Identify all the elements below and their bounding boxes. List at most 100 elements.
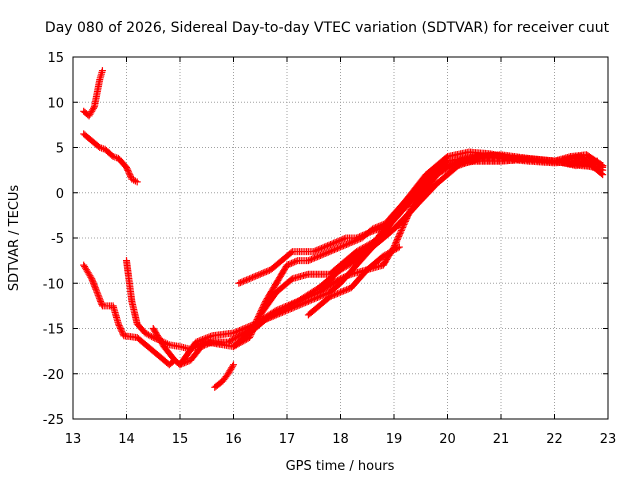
data-point: [227, 373, 229, 375]
data-point: [179, 364, 181, 366]
data-point: [602, 166, 604, 169]
x-tick-label: 21: [493, 432, 510, 447]
data-point: [275, 282, 277, 284]
data-point: [350, 287, 352, 289]
data-point: [446, 165, 449, 167]
x-tick-label: 16: [225, 432, 242, 447]
data-point: [596, 160, 598, 162]
data-point: [232, 332, 235, 334]
data-point: [227, 341, 229, 343]
data-point: [101, 305, 104, 307]
data-point: [117, 157, 120, 159]
data-point: [243, 332, 245, 334]
y-tick-label: -25: [43, 413, 64, 428]
data-point: [168, 364, 170, 366]
data-point: [152, 336, 154, 339]
data-point: [414, 205, 416, 207]
data-point: [275, 291, 277, 293]
data-point: [425, 183, 427, 185]
data-point: [125, 260, 128, 262]
data-point: [275, 309, 277, 311]
data-point: [329, 273, 331, 275]
data-point: [350, 241, 352, 244]
series-track-8: [211, 361, 237, 391]
data-point: [265, 300, 267, 302]
x-axis-label: GPS time / hours: [286, 459, 395, 474]
data-point: [446, 160, 449, 162]
data-point: [398, 246, 400, 248]
data-point: [382, 232, 384, 235]
data-point: [198, 344, 200, 346]
x-tick-label: 22: [546, 432, 563, 447]
data-point: [222, 380, 224, 382]
data-point: [446, 155, 449, 158]
data-point: [112, 155, 114, 158]
y-tick-label: -15: [43, 323, 64, 338]
y-tick-label: -10: [43, 277, 64, 292]
data-point: [99, 79, 101, 81]
data-point: [382, 255, 384, 257]
data-point: [580, 165, 582, 167]
series-track-11: [304, 243, 403, 319]
data-point: [479, 157, 481, 159]
data-point: [313, 250, 315, 253]
data-point: [179, 346, 181, 348]
data-point: [382, 223, 384, 226]
series-markers: [211, 361, 237, 391]
data-point: [254, 323, 256, 325]
data-point: [329, 291, 331, 293]
x-tick-label: 18: [332, 432, 349, 447]
data-point: [136, 336, 138, 339]
series-track-2: [80, 130, 141, 186]
series-track-1: [80, 67, 106, 120]
data-point: [117, 323, 120, 325]
data-point: [388, 232, 390, 235]
data-point: [323, 246, 326, 248]
data-point: [527, 157, 529, 159]
data-point: [425, 174, 427, 176]
data-point: [553, 160, 556, 162]
data-point: [136, 181, 138, 183]
data-point: [500, 155, 502, 158]
data-point: [318, 287, 320, 289]
data-point: [355, 255, 358, 257]
data-point: [88, 115, 90, 117]
data-point: [393, 219, 395, 221]
data-point: [232, 346, 235, 348]
data-point: [377, 241, 379, 244]
data-point: [286, 264, 288, 266]
data-point: [270, 269, 272, 271]
data-point: [291, 278, 293, 280]
data-point: [569, 155, 572, 158]
data-point: [318, 305, 320, 307]
y-tick-label: -5: [51, 232, 64, 247]
data-point: [345, 237, 347, 239]
data-point: [307, 314, 309, 316]
data-point: [144, 332, 146, 334]
data-point: [586, 154, 588, 156]
data-point: [436, 183, 438, 185]
x-tick-label: 20: [439, 432, 456, 447]
data-point: [238, 282, 240, 284]
data-point: [131, 178, 133, 180]
data-point: [382, 264, 384, 266]
data-point: [345, 264, 347, 266]
data-point: [232, 364, 235, 366]
y-tick-label: 15: [47, 51, 64, 66]
data-series: [80, 67, 607, 391]
series-markers: [251, 153, 607, 328]
data-point: [190, 359, 192, 361]
data-point: [307, 300, 309, 302]
data-point: [112, 305, 114, 307]
data-point: [286, 309, 288, 311]
data-point: [334, 241, 336, 244]
chart-title: Day 080 of 2026, Sidereal Day-to-day VTE…: [45, 20, 610, 36]
data-point: [366, 246, 368, 248]
series-track-12: [320, 153, 607, 292]
data-point: [339, 264, 342, 266]
data-point: [214, 386, 216, 388]
data-point: [174, 359, 176, 361]
data-point: [248, 278, 251, 280]
data-point: [147, 346, 149, 348]
data-point: [366, 269, 368, 271]
